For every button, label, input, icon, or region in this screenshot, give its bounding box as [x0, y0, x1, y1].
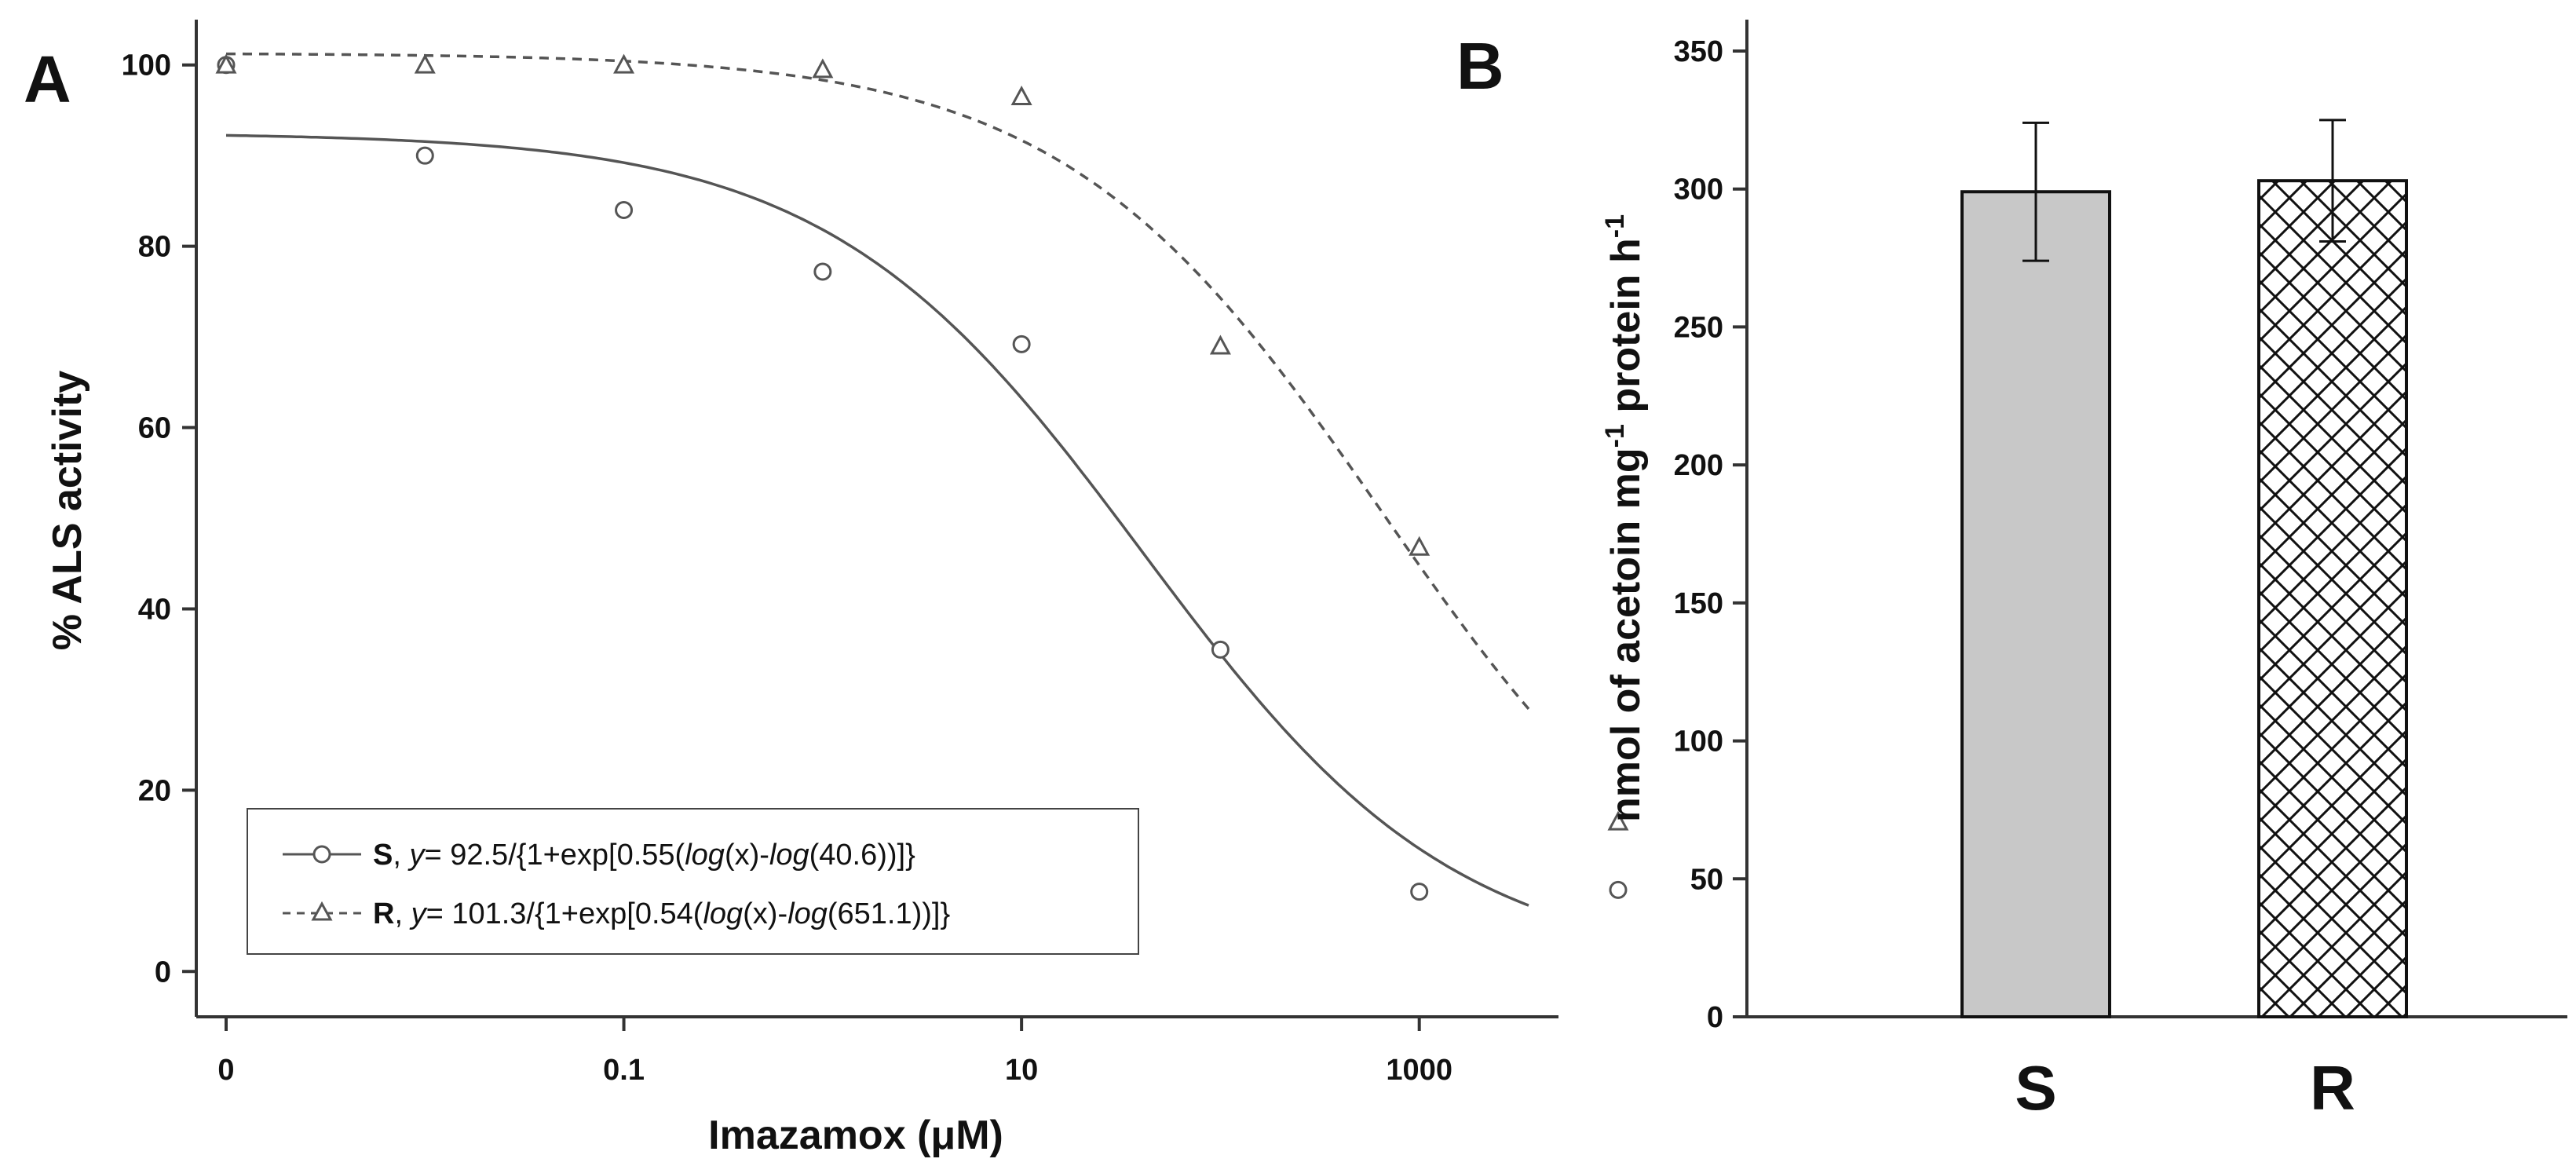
panel-a-points [215, 53, 1629, 901]
panel-b-y-axis: 0 50 100 150 200 250 300 350 [1674, 35, 1747, 1034]
panel-a-y-tick-label: 20 [138, 774, 171, 807]
panel-b-y-label: nmol of acetoin mg-1 protein h-1 [1600, 214, 1649, 822]
bar-s [1960, 190, 2111, 1019]
point-r [1409, 535, 1431, 556]
fit-curve-r [226, 52, 1530, 711]
legend-entry-s: S, y= 92.5/{1+exp[0.55(log(x)-log(40.6))… [283, 839, 915, 872]
panel-b-label: B [1456, 29, 1504, 103]
panel-a-label: A [24, 42, 71, 116]
fit-curve-s [225, 133, 1529, 907]
legend-r-eq-mid: (x)- [743, 897, 787, 930]
point-r [1010, 85, 1032, 105]
legend-r-eq-main: = 101.3/{1+exp[0.54( [426, 897, 703, 930]
legend-r-name: R [373, 897, 394, 930]
legend-r-marker [311, 901, 333, 921]
point-r [215, 53, 237, 74]
panel-b-y-tick-label: 300 [1674, 174, 1723, 207]
point-r [812, 58, 834, 79]
point-r [613, 53, 635, 74]
panel-a-y-axis: 0 20 40 60 80 100 [122, 49, 196, 989]
legend-s-eq-log1: log [685, 839, 725, 872]
legend-s-eq-tail: (40.6))]} [809, 839, 915, 872]
svg-text:R, y= 101.3/{1+exp[0.54(log(: R, y= 101.3/{1+exp[0.54(log(x)-log(651.1… [373, 897, 950, 930]
legend-r-eq-log2: log [787, 897, 828, 930]
legend-s-eq-y: y [407, 839, 426, 872]
legend-entry-r: R, y= 101.3/{1+exp[0.54(log(x)-log(651.1… [283, 897, 950, 930]
panel-a-y-tick-label: 0 [155, 956, 171, 989]
point-s [1410, 883, 1429, 901]
panel-b-y-tick-label: 350 [1674, 35, 1723, 68]
point-s [1609, 880, 1628, 899]
panel-b-y-tick-label: 100 [1674, 726, 1723, 758]
panel-b-bars [1960, 119, 2408, 1019]
point-s [1012, 334, 1031, 353]
legend-s-eq-main: = 92.5/{1+exp[0.55( [424, 839, 685, 872]
point-r [1607, 810, 1629, 831]
legend-s-name: S [373, 839, 393, 872]
bar-r [2257, 179, 2408, 1019]
category-label-s: S [2015, 1053, 2056, 1123]
panel-a-legend: S, y= 92.5/{1+exp[0.55(log(x)-log(40.6))… [247, 808, 1139, 955]
legend-r-eq-tail: (651.1))]} [828, 897, 950, 930]
error-bar-r [2319, 119, 2346, 243]
panel-a-x-tick-label: 10 [1005, 1054, 1038, 1087]
panel-a-y-tick-label: 40 [138, 593, 171, 626]
panel-a-x-label: Imazamox (μM) [708, 1113, 1003, 1158]
panel-a-y-tick-label: 60 [138, 412, 171, 445]
panel-b-y-tick-label: 250 [1674, 311, 1723, 344]
legend-r-eq-log1: log [703, 897, 743, 930]
panel-a-x-tick-label: 1000 [1386, 1054, 1452, 1087]
panel-a-x-axis: 0 0.1 10 1000 [217, 1017, 1452, 1087]
point-r [414, 53, 436, 74]
panel-b-y-tick-label: 0 [1707, 1001, 1723, 1034]
panel-a-x-tick-label: 0 [217, 1054, 234, 1087]
legend-s-marker [312, 845, 331, 864]
point-s [415, 146, 434, 165]
panel-b-y-tick-label: 200 [1674, 449, 1723, 482]
panel-a-fit-curves [225, 52, 1530, 907]
error-bar-s [2022, 121, 2049, 262]
legend-s-eq-log2: log [769, 839, 809, 872]
panel-b-y-tick-label: 50 [1690, 863, 1723, 896]
point-s [615, 200, 634, 219]
svg-text:S, y= 92.5/{1+exp[0.55(log(x: S, y= 92.5/{1+exp[0.55(log(x)-log(40.6))… [373, 839, 915, 872]
legend-r-eq-y: y [409, 897, 428, 930]
panel-a-x-tick-label: 0.1 [603, 1054, 645, 1087]
point-r [1209, 334, 1231, 355]
panel-a-y-tick-label: 80 [138, 231, 171, 264]
panel-a-y-label: % ALS activity [45, 371, 90, 650]
legend-box [247, 808, 1139, 955]
point-s [813, 262, 832, 281]
point-s [1211, 640, 1230, 659]
panel-b-y-tick-label: 150 [1674, 587, 1723, 620]
legend-s-eq-mid: (x)- [725, 839, 769, 872]
category-label-r: R [2310, 1053, 2355, 1123]
panel-a-y-tick-label: 100 [122, 49, 171, 82]
